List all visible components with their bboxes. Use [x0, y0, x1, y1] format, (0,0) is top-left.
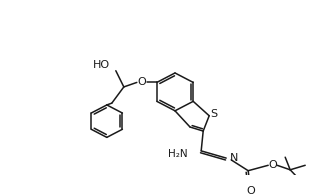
- Text: N: N: [230, 153, 238, 163]
- Text: O: O: [247, 186, 256, 194]
- Text: H₂N: H₂N: [168, 150, 187, 159]
- Text: O: O: [269, 160, 278, 170]
- Text: HO: HO: [93, 60, 110, 70]
- Text: O: O: [137, 77, 146, 87]
- Text: S: S: [211, 109, 218, 119]
